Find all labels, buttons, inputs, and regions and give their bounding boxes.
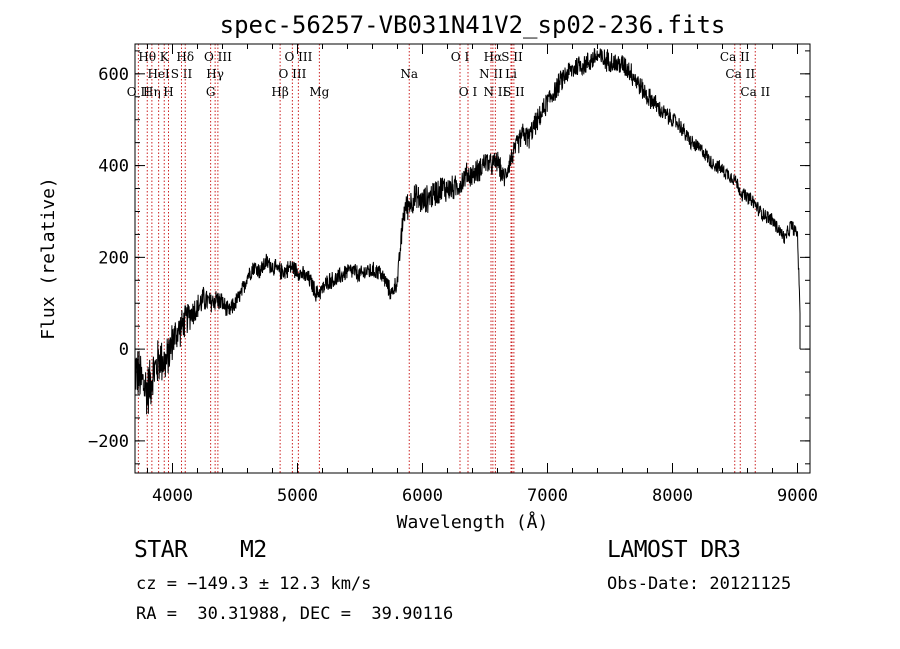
y-tick-label: −200 xyxy=(88,432,129,452)
line-marker-label: K xyxy=(160,50,170,64)
line-marker-label: Mg xyxy=(309,85,329,99)
object-class: STAR xyxy=(134,537,188,563)
y-tick-label: 600 xyxy=(98,65,129,85)
sky-coordinates: RA = 30.31988, DEC = 39.90116 xyxy=(136,604,454,624)
line-marker-label: G xyxy=(206,85,216,99)
x-tick-label: 5000 xyxy=(277,486,318,506)
line-marker-label: Hγ xyxy=(206,67,224,81)
line-marker-label: Hδ xyxy=(176,50,194,64)
chart-title: spec-56257-VB031N41V2_sp02-236.fits xyxy=(220,11,726,39)
line-marker-label: S II xyxy=(501,50,523,64)
line-marker-label: O II xyxy=(127,85,150,99)
line-marker-label: S II xyxy=(171,67,193,81)
x-tick-label: 9000 xyxy=(777,486,818,506)
line-marker-label: Hβ xyxy=(271,85,288,99)
line-marker-label: O I xyxy=(459,85,478,99)
spectrum-line xyxy=(134,48,801,415)
line-marker-label: Hη xyxy=(143,85,161,99)
line-marker-label: N II xyxy=(483,85,507,99)
x-tick-label: 8000 xyxy=(652,486,693,506)
survey-name: LAMOST DR3 xyxy=(607,537,741,563)
redshift-velocity: cz = −149.3 ± 12.3 km/s xyxy=(136,574,372,594)
line-marker-label: Hθ xyxy=(138,50,156,64)
line-marker-label: HeI xyxy=(147,67,170,81)
object-subclass: M2 xyxy=(240,537,267,563)
y-tick-label: 400 xyxy=(98,157,129,177)
line-marker-label: N II xyxy=(479,67,503,81)
line-marker-label: Hα xyxy=(484,50,503,64)
line-marker-label: O I xyxy=(451,50,470,64)
line-marker-label: H xyxy=(163,85,173,99)
plot-frame xyxy=(134,43,811,474)
x-tick-label: 7000 xyxy=(527,486,568,506)
y-axis-label: Flux (relative) xyxy=(38,177,59,340)
y-tick-label: 0 xyxy=(119,340,129,360)
observation-date: Obs-Date: 20121125 xyxy=(607,574,792,594)
line-marker-label: O III xyxy=(278,67,306,81)
line-marker-label: Li xyxy=(505,67,517,81)
line-marker-label: Ca II xyxy=(740,85,770,99)
line-marker-label: O III xyxy=(204,50,232,64)
line-marker-label: Na xyxy=(400,67,418,81)
line-marker-label: O III xyxy=(284,50,312,64)
x-axis-label: Wavelength (Å) xyxy=(397,511,549,533)
line-marker-label: S II xyxy=(503,85,525,99)
x-tick-label: 6000 xyxy=(402,486,443,506)
line-marker-label: Ca II xyxy=(725,67,755,81)
line-marker-label: Ca II xyxy=(720,50,750,64)
y-tick-label: 200 xyxy=(98,248,129,268)
x-tick-label: 4000 xyxy=(152,486,193,506)
